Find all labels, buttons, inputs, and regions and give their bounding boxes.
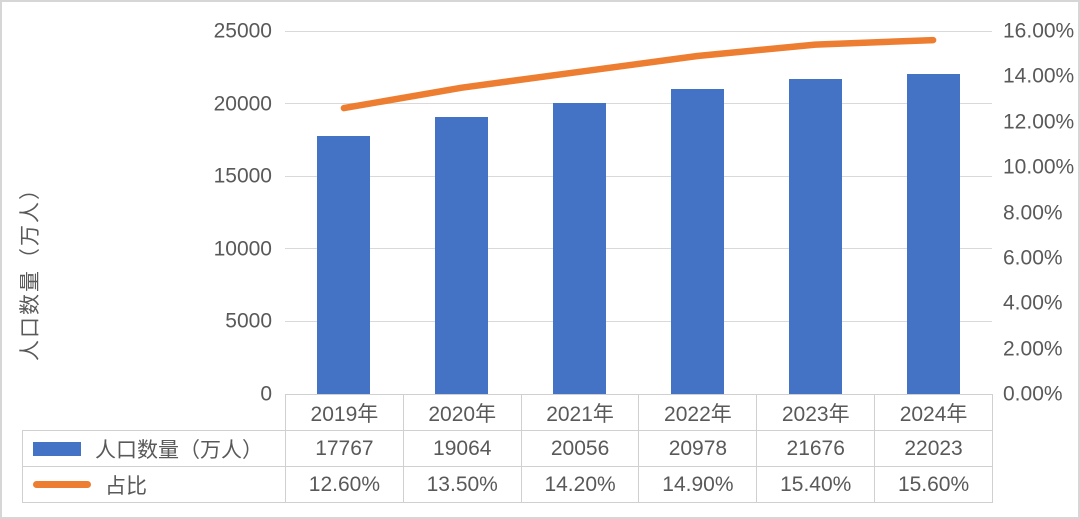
table-row-population: 人口数量（万人） 17767 19064 20056 20978 21676 22023 [22, 430, 993, 467]
population-value-cell: 19064 [402, 430, 522, 467]
right-axis-tick: 6.00% [1003, 246, 1063, 270]
category-header-cell: 2019年 [285, 394, 404, 431]
category-header-cell: 2022年 [638, 394, 758, 431]
left-axis-tick: 15000 [213, 164, 272, 188]
ratio-value-cell: 14.20% [520, 466, 640, 503]
category-header-cell: 2021年 [520, 394, 640, 431]
bar-2021年 [553, 102, 607, 394]
legend-cell-population: 人口数量（万人） [22, 430, 286, 467]
table-row-ratio: 占比 12.60% 13.50% 14.20% 14.90% 15.40% 15.60% [22, 466, 993, 503]
trend-line-series [340, 36, 937, 112]
bar-2022年 [670, 89, 724, 394]
category-header-cell: 2023年 [756, 394, 876, 431]
ratio-value-cell: 15.40% [756, 466, 876, 503]
right-axis-tick: 12.00% [1003, 110, 1075, 134]
ratio-value-cell: 13.50% [402, 466, 522, 503]
population-value-cell: 20978 [638, 430, 758, 467]
left-axis-tick: 5000 [225, 309, 272, 333]
bar-2024年 [906, 74, 960, 394]
line-series-legend-swatch [33, 481, 91, 488]
population-value-cell: 17767 [285, 430, 404, 467]
bar-2019年 [317, 136, 371, 394]
right-axis-tick: 10.00% [1003, 155, 1075, 179]
right-axis-tick: 14.00% [1003, 64, 1075, 88]
right-axis-tick: 8.00% [1003, 201, 1063, 224]
population-value-cell: 21676 [756, 430, 876, 467]
left-axis-tick: 10000 [213, 237, 272, 261]
data-table: 2019年 2020年 2021年 2022年 2023年 2024年人口数量（万人） 17… [22, 394, 993, 503]
ratio-value-cell: 15.60% [874, 466, 993, 503]
plot-area [285, 30, 992, 395]
legend-entry-ratio: 占比 [24, 470, 285, 500]
ratio-value-cell: 14.90% [638, 466, 758, 503]
left-axis-tick: 0 [260, 382, 272, 406]
right-axis-tick: 4.00% [1003, 291, 1063, 315]
bar-series-legend-swatch [33, 441, 81, 456]
gridline [285, 30, 992, 32]
population-value-cell: 20056 [520, 430, 640, 467]
gridline [285, 175, 992, 177]
left-axis-tick: 25000 [213, 19, 272, 43]
legend-entry-population: 人口数量（万人） [24, 434, 285, 464]
bar-2020年 [435, 117, 489, 394]
ratio-value-cell: 12.60% [285, 466, 404, 503]
bar-2023年 [788, 79, 842, 394]
right-axis-tick: 2.00% [1003, 337, 1063, 361]
table-header-row: 2019年 2020年 2021年 2022年 2023年 2024年 [23, 394, 993, 431]
right-axis-tick: 0.00% [1003, 382, 1063, 406]
gridline [285, 320, 992, 322]
table-corner-blank [23, 395, 286, 431]
gridline [285, 103, 992, 105]
left-axis-tick: 20000 [213, 92, 272, 116]
left-axis-title: 人口数量（万人） [19, 177, 42, 361]
category-header-cell: 2024年 [874, 394, 993, 431]
line-series-legend-label: 占比 [105, 474, 147, 498]
right-axis-tick: 16.00% [1003, 19, 1075, 43]
legend-cell-ratio: 占比 [22, 466, 286, 503]
category-header-cell: 2020年 [402, 394, 522, 431]
population-value-cell: 22023 [874, 430, 993, 467]
bar-series-legend-label: 人口数量（万人） [95, 438, 263, 462]
trend-line [340, 36, 937, 112]
gridline [285, 248, 992, 250]
